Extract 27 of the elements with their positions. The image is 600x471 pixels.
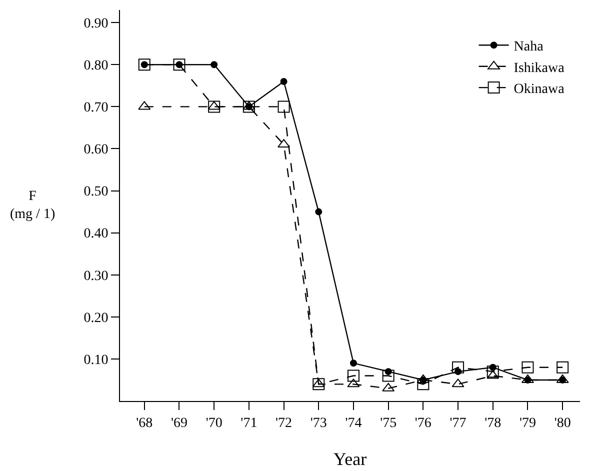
y-tick-label: 0.20 [84,310,108,326]
y-tick-label: 0.30 [84,268,108,284]
x-tick-label: '74 [345,416,362,431]
x-tick-label: '73 [310,416,327,431]
legend-label: Okinawa [514,82,566,98]
legend-label: Naha [514,40,544,55]
y-tick-label: 0.80 [84,58,108,74]
x-tick-label: '79 [519,416,536,431]
x-tick-label: '68 [136,416,153,431]
y-tick-label: 0.40 [84,226,108,242]
x-tick-label: '80 [554,416,571,431]
y-tick-label: 0.10 [84,352,108,368]
x-tick-label: '78 [484,416,502,431]
x-tick-label: '69 [170,416,188,431]
x-axis-title: Year [333,449,367,469]
x-tick-label: '72 [276,416,292,431]
y-tick-label: 0.50 [84,184,108,200]
y-tick-label: 0.70 [84,100,108,116]
x-tick-label: '71 [240,416,258,431]
x-tick-label: '76 [414,416,432,431]
y-axis-title: F (mg / 1) [10,189,56,222]
x-tick-label: '77 [450,416,466,431]
y-tick-label: 0.60 [84,142,108,158]
y-tick-label: 0.90 [84,16,108,32]
x-tick-label: '70 [206,416,222,431]
legend-label: Ishikawa [514,60,566,76]
x-tick-label: '75 [380,416,397,431]
